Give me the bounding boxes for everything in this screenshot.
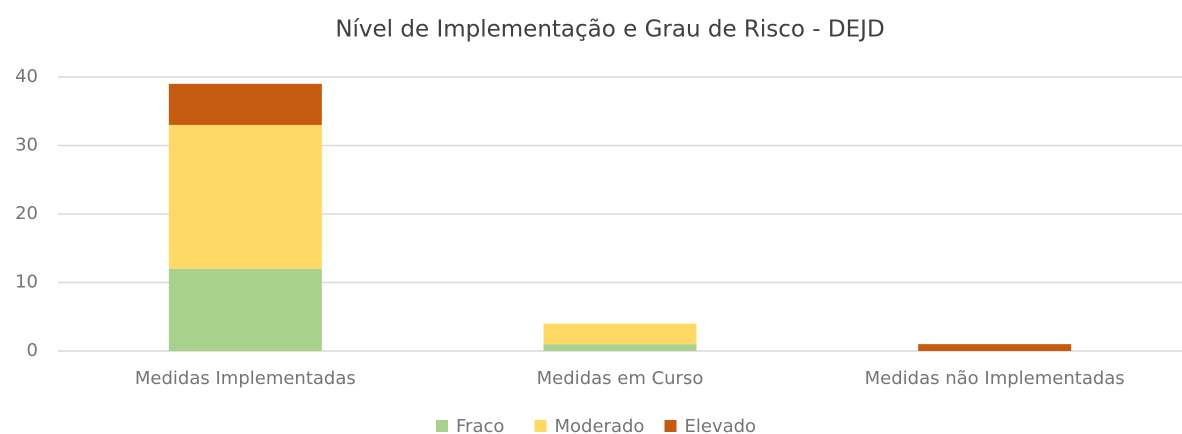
bar-segment [543, 344, 697, 351]
legend-swatch [534, 420, 547, 432]
x-tick-label: Medidas Implementadas [135, 368, 356, 389]
bar-segment [918, 344, 1072, 351]
y-tick-label: 20 [15, 203, 38, 224]
y-tick-label: 30 [15, 135, 38, 156]
legend-label: Elevado [685, 416, 757, 434]
chart-title: Nível de Implementação e Grau de Risco -… [335, 17, 884, 43]
legend-swatch [436, 420, 448, 432]
bar-segment [168, 83, 322, 125]
legend-label: Moderado [555, 416, 645, 434]
bar-segment [168, 268, 322, 351]
y-tick-label: 0 [27, 340, 38, 361]
legend-swatch [664, 420, 677, 432]
y-tick-label: 40 [15, 66, 38, 87]
x-tick-label: Medidas não Implementadas [865, 368, 1125, 389]
y-tick-label: 10 [15, 272, 38, 293]
bar-segment [543, 323, 697, 345]
x-tick-label: Medidas em Curso [537, 368, 704, 389]
legend-label: Fraco [456, 416, 504, 434]
bar-segment [168, 124, 322, 269]
